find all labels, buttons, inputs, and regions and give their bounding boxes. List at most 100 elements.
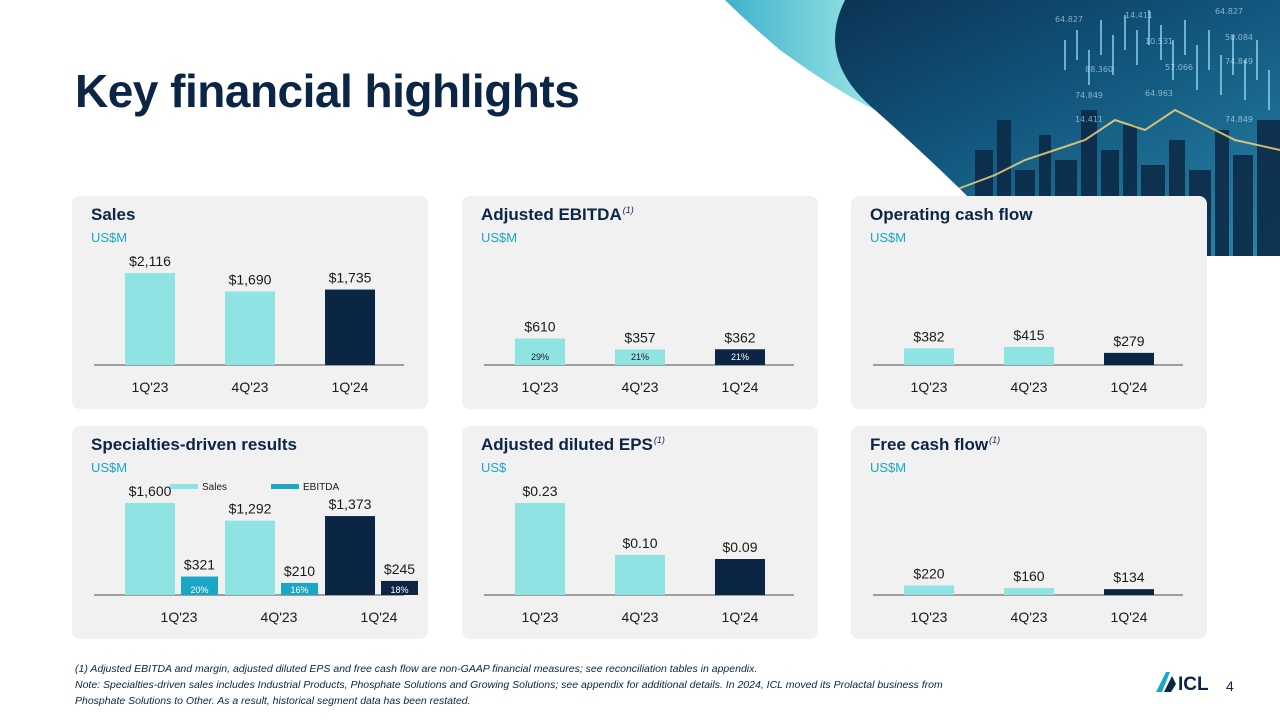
ebitda-footnote-ref: (1) <box>622 205 634 216</box>
specialties-title-text: Specialties-driven results <box>91 435 297 454</box>
sales-value-label-1: $2,116 <box>129 253 171 269</box>
specialties-card-title: Specialties-driven results <box>91 435 297 455</box>
fcf-value-label-3: $134 <box>1113 569 1144 585</box>
svg-text:14.411: 14.411 <box>1075 115 1103 124</box>
eps-value-label-2: $0.10 <box>622 535 657 551</box>
eps-bar-2 <box>615 555 665 595</box>
legend-sales-label: Sales <box>202 482 227 493</box>
sales-card-unit: US$M <box>91 230 128 245</box>
specialties-margin-label-3: 18% <box>390 585 408 595</box>
sales-value-label-3: $1,735 <box>329 270 372 286</box>
eps-tick-label-1: 1Q'23 <box>522 609 559 625</box>
svg-text:50.084: 50.084 <box>1225 33 1253 42</box>
page-number: 4 <box>1226 678 1234 694</box>
eps-bar-1 <box>515 503 565 595</box>
eps-tick-label-3: 1Q'24 <box>722 609 759 625</box>
specialties-tick-label-1: 1Q'23 <box>161 609 198 625</box>
sales-title-text: Sales <box>91 205 136 224</box>
ocf-value-label-3: $279 <box>1113 333 1144 349</box>
fcf-value-label-2: $160 <box>1013 568 1044 584</box>
specialties-ebitda-label-3: $245 <box>384 561 415 577</box>
specialties-sales-label-1: $1,600 <box>129 483 172 499</box>
svg-text:64.827: 64.827 <box>1215 7 1243 16</box>
svg-text:14.411: 14.411 <box>1125 11 1153 20</box>
eps-chart: $0.23 1Q'23 $0.10 4Q'23 $0.09 1Q'24 <box>484 483 794 625</box>
ebitda-chart: $610 29% 1Q'23 $357 21% 4Q'23 $362 21% 1Q'24 <box>484 318 794 395</box>
ocf-value-label-1: $382 <box>913 328 944 344</box>
specialties-card: Specialties-driven results US$M Sales EBI… <box>72 426 428 639</box>
footnote-note-line1: Note: Specialties-driven sales includes … <box>75 679 943 691</box>
footnote-note-line2: Phosphate Solutions to Other. As a resul… <box>75 695 471 707</box>
fcf-title-text: Free cash flow <box>870 435 989 454</box>
eps-footnote-ref: (1) <box>653 435 665 446</box>
svg-text:57.066: 57.066 <box>1165 63 1193 72</box>
fcf-card-title: Free cash flow(1) <box>870 435 1000 455</box>
ebitda-margin-label-1: 29% <box>531 352 549 362</box>
svg-text:64.827: 64.827 <box>1055 15 1083 24</box>
specialties-ebitda-bar-2 <box>281 582 318 595</box>
specialties-chart: Sales EBITDA $1,600 $321 20% 1Q'23 $1,292 $210 1… <box>94 482 418 625</box>
sales-bar-1 <box>125 273 175 365</box>
ebitda-tick-label-2: 4Q'23 <box>622 379 659 395</box>
eps-card: Adjusted diluted EPS(1) US$ $0.23 1Q'23 $0… <box>462 426 818 639</box>
eps-bar-3 <box>715 559 765 595</box>
svg-text:74.849: 74.849 <box>1225 57 1253 66</box>
fcf-footnote-ref: (1) <box>989 435 1001 446</box>
sales-chart: $2,116 1Q'23 $1,690 4Q'23 $1,735 1Q'24 <box>94 253 404 395</box>
eps-value-label-3: $0.09 <box>722 539 757 555</box>
eps-value-label-1: $0.23 <box>522 483 557 499</box>
specialties-margin-label-2: 16% <box>290 585 308 595</box>
ebitda-card: Adjusted EBITDA(1) US$M $610 29% 1Q'23 $357… <box>462 196 818 409</box>
fcf-tick-label-3: 1Q'24 <box>1111 609 1148 625</box>
fcf-bar-2 <box>1004 588 1054 595</box>
ebitda-bar-2 <box>615 349 665 365</box>
fcf-card: Free cash flow(1) US$M $220 1Q'23 $160 4Q'2… <box>851 426 1207 639</box>
ebitda-margin-label-2: 21% <box>631 352 649 362</box>
specialties-ebitda-label-1: $321 <box>184 557 215 573</box>
ocf-card-unit: US$M <box>870 230 907 245</box>
ocf-chart: $382 1Q'23 $415 4Q'23 $279 1Q'24 <box>873 327 1183 395</box>
sales-tick-label-3: 1Q'24 <box>332 379 369 395</box>
fcf-value-label-1: $220 <box>913 565 944 581</box>
sales-bar-3 <box>325 289 375 365</box>
ebitda-title-text: Adjusted EBITDA <box>481 205 622 224</box>
legend-ebitda-swatch <box>271 484 299 489</box>
icl-logo: ICL <box>1156 672 1209 694</box>
ocf-value-label-2: $415 <box>1013 327 1044 343</box>
fcf-tick-label-1: 1Q'23 <box>911 609 948 625</box>
fcf-chart: $220 1Q'23 $160 4Q'23 $134 1Q'24 <box>873 565 1183 625</box>
ocf-card: Operating cash flow US$M $382 1Q'23 $415 4Q… <box>851 196 1207 409</box>
ocf-tick-label-2: 4Q'23 <box>1011 379 1048 395</box>
ocf-card-title: Operating cash flow <box>870 205 1032 225</box>
eps-card-unit: US$ <box>481 460 507 475</box>
specialties-sales-label-3: $1,373 <box>329 496 372 512</box>
sales-tick-label-2: 4Q'23 <box>232 379 269 395</box>
svg-text:74.849: 74.849 <box>1075 91 1103 100</box>
fcf-tick-label-2: 4Q'23 <box>1011 609 1048 625</box>
footnote-1: (1) Adjusted EBITDA and margin, adjusted… <box>75 663 758 675</box>
sales-card-title: Sales <box>91 205 135 225</box>
specialties-margin-label-1: 20% <box>190 585 208 595</box>
svg-text:74.849: 74.849 <box>1225 115 1253 124</box>
sales-card: Sales US$M $2,116 1Q'23 $1,690 4Q'23 $1,735 1… <box>72 196 428 409</box>
specialties-ebitda-label-2: $210 <box>284 563 315 579</box>
specialties-sales-bar-3 <box>325 516 375 595</box>
page-title: Key financial highlights <box>75 65 580 117</box>
eps-title-text: Adjusted diluted EPS <box>481 435 653 454</box>
svg-text:88.360: 88.360 <box>1085 65 1113 74</box>
ocf-tick-label-3: 1Q'24 <box>1111 379 1148 395</box>
legend-sales-swatch <box>170 484 198 489</box>
ebitda-value-label-2: $357 <box>624 329 655 345</box>
ebitda-card-unit: US$M <box>481 230 518 245</box>
specialties-tick-label-3: 1Q'24 <box>361 609 398 625</box>
fcf-bar-1 <box>904 585 954 595</box>
eps-tick-label-2: 4Q'23 <box>622 609 659 625</box>
specialties-card-unit: US$M <box>91 460 128 475</box>
specialties-sales-bar-1 <box>125 503 175 595</box>
ocf-bar-2 <box>1004 346 1054 365</box>
eps-card-title: Adjusted diluted EPS(1) <box>481 435 665 455</box>
ocf-title-text: Operating cash flow <box>870 205 1033 224</box>
sales-bar-2 <box>225 291 275 365</box>
fcf-card-unit: US$M <box>870 460 907 475</box>
specialties-tick-label-2: 4Q'23 <box>261 609 298 625</box>
